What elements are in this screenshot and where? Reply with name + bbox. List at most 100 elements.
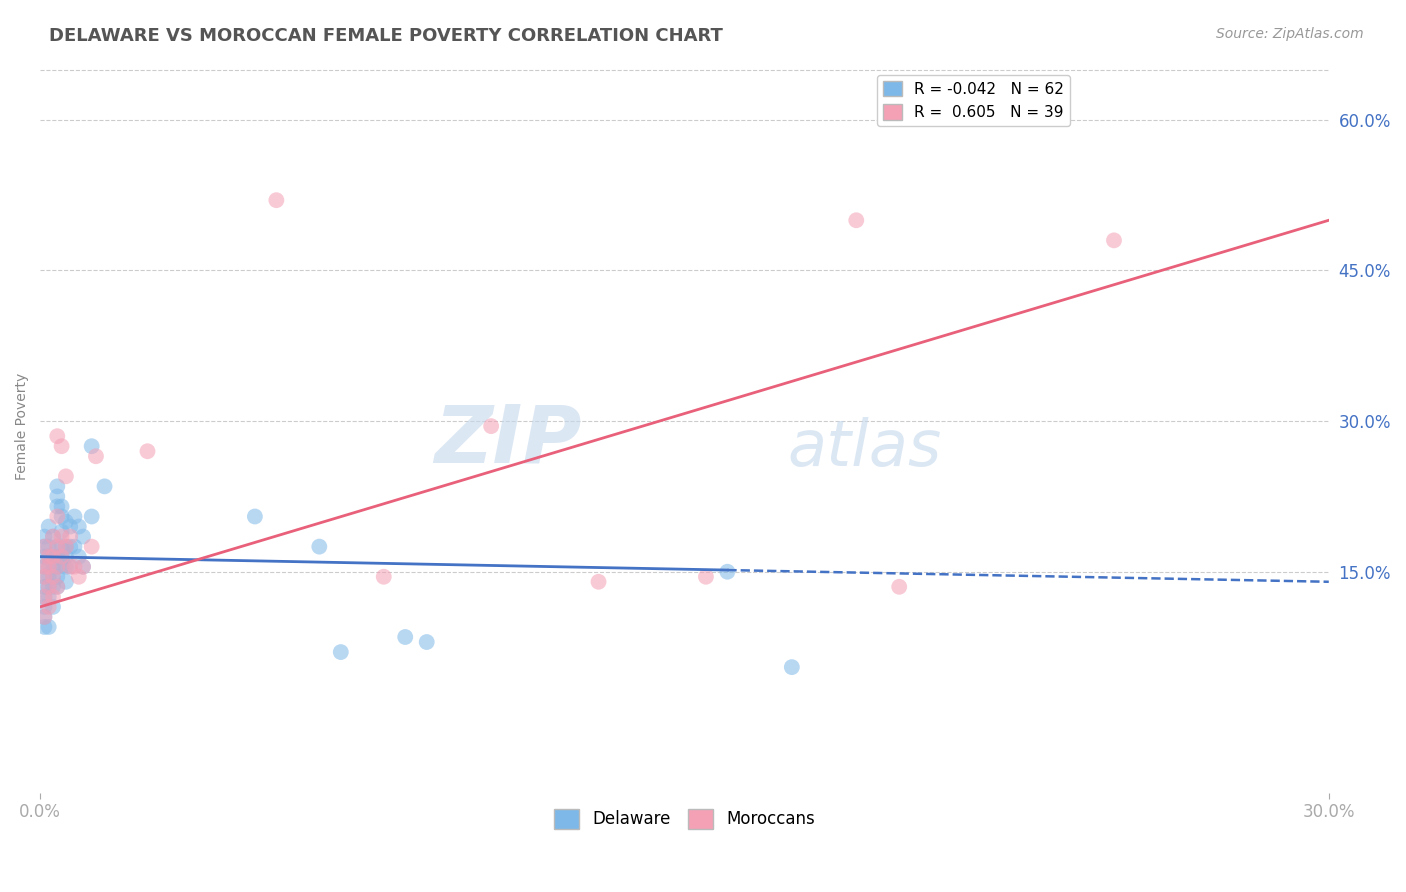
- Point: [51, 524, 73, 539]
- Point: [51, 549, 73, 564]
- Point: [42, 570, 65, 584]
- Point: [42, 580, 65, 594]
- Point: [46, 570, 69, 584]
- Point: [34, 540, 56, 554]
- Point: [34, 599, 56, 614]
- Point: [34, 540, 56, 554]
- Point: [55, 540, 77, 554]
- Point: [42, 570, 65, 584]
- Point: [38, 559, 60, 574]
- Point: [695, 570, 717, 584]
- Point: [93, 479, 115, 493]
- Point: [46, 580, 69, 594]
- Point: [59, 559, 82, 574]
- Point: [46, 580, 69, 594]
- Point: [373, 570, 395, 584]
- Point: [46, 559, 69, 574]
- Y-axis label: Female Poverty: Female Poverty: [15, 373, 30, 480]
- Point: [38, 599, 60, 614]
- Text: ZIP: ZIP: [434, 401, 581, 480]
- Point: [46, 429, 69, 443]
- Point: [46, 479, 69, 493]
- Point: [51, 500, 73, 514]
- Point: [34, 620, 56, 634]
- Point: [42, 559, 65, 574]
- Point: [55, 549, 77, 564]
- Point: [51, 549, 73, 564]
- Point: [34, 590, 56, 604]
- Point: [38, 580, 60, 594]
- Point: [51, 439, 73, 453]
- Point: [42, 549, 65, 564]
- Point: [46, 540, 69, 554]
- Point: [59, 559, 82, 574]
- Point: [67, 570, 90, 584]
- Point: [415, 635, 437, 649]
- Point: [889, 580, 911, 594]
- Point: [42, 599, 65, 614]
- Point: [38, 590, 60, 604]
- Point: [80, 439, 103, 453]
- Text: atlas: atlas: [787, 417, 942, 479]
- Point: [72, 530, 94, 544]
- Point: [46, 490, 69, 504]
- Point: [136, 444, 159, 458]
- Point: [80, 509, 103, 524]
- Point: [63, 509, 86, 524]
- Point: [38, 519, 60, 533]
- Point: [266, 193, 288, 207]
- Point: [55, 469, 77, 483]
- Text: Source: ZipAtlas.com: Source: ZipAtlas.com: [1216, 27, 1364, 41]
- Point: [34, 549, 56, 564]
- Point: [34, 580, 56, 594]
- Point: [1102, 233, 1125, 247]
- Legend: Delaware, Moroccans: Delaware, Moroccans: [547, 802, 821, 836]
- Point: [34, 559, 56, 574]
- Point: [308, 540, 330, 554]
- Point: [46, 559, 69, 574]
- Point: [67, 549, 90, 564]
- Point: [63, 559, 86, 574]
- Point: [38, 620, 60, 634]
- Point: [38, 580, 60, 594]
- Point: [34, 590, 56, 604]
- Point: [34, 570, 56, 584]
- Point: [42, 590, 65, 604]
- Point: [51, 509, 73, 524]
- Point: [51, 559, 73, 574]
- Point: [38, 559, 60, 574]
- Point: [72, 559, 94, 574]
- Point: [34, 570, 56, 584]
- Point: [42, 530, 65, 544]
- Point: [51, 530, 73, 544]
- Point: [46, 500, 69, 514]
- Point: [72, 559, 94, 574]
- Point: [38, 570, 60, 584]
- Point: [716, 565, 738, 579]
- Point: [46, 540, 69, 554]
- Point: [51, 540, 73, 554]
- Point: [59, 519, 82, 533]
- Point: [59, 530, 82, 544]
- Point: [55, 540, 77, 554]
- Text: DELAWARE VS MOROCCAN FEMALE POVERTY CORRELATION CHART: DELAWARE VS MOROCCAN FEMALE POVERTY CORR…: [49, 27, 723, 45]
- Point: [80, 540, 103, 554]
- Point: [34, 559, 56, 574]
- Point: [67, 519, 90, 533]
- Point: [38, 549, 60, 564]
- Point: [588, 574, 610, 589]
- Point: [479, 419, 502, 434]
- Point: [55, 574, 77, 589]
- Point: [38, 549, 60, 564]
- Point: [34, 530, 56, 544]
- Point: [46, 549, 69, 564]
- Point: [845, 213, 868, 227]
- Point: [46, 509, 69, 524]
- Point: [55, 515, 77, 529]
- Point: [63, 540, 86, 554]
- Point: [394, 630, 416, 644]
- Point: [59, 540, 82, 554]
- Point: [329, 645, 352, 659]
- Point: [42, 549, 65, 564]
- Point: [34, 610, 56, 624]
